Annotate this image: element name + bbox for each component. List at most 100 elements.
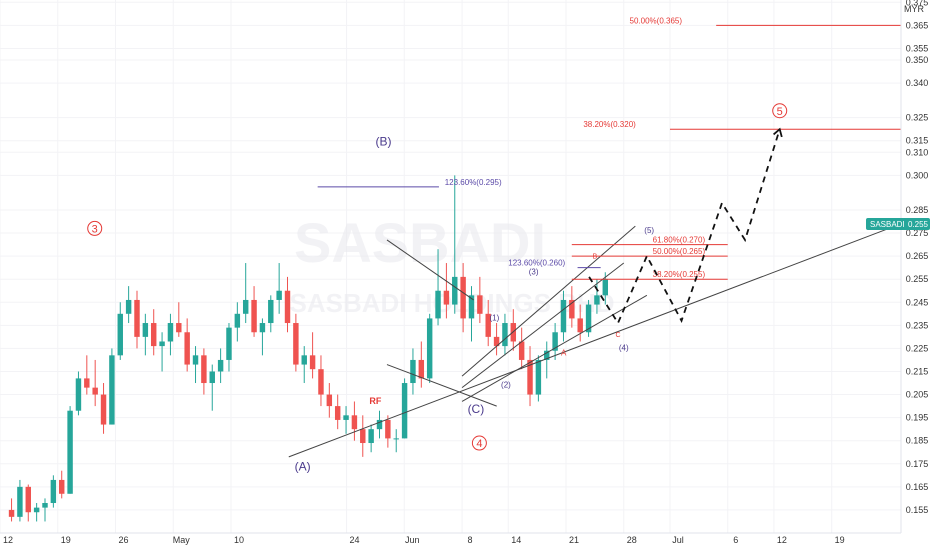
candle-body <box>125 299 132 314</box>
candle-body <box>544 350 550 360</box>
candle-body <box>251 299 257 333</box>
y-tick-label: 0.235 <box>906 320 929 330</box>
y-tick-label: 0.350 <box>906 55 929 65</box>
candle-body <box>485 313 491 337</box>
candle-body <box>33 507 40 513</box>
y-tick-label: 0.355 <box>906 43 929 53</box>
candle-body <box>569 299 575 319</box>
candle-body <box>201 355 207 384</box>
candle-body <box>59 479 65 494</box>
candle-body <box>234 313 241 328</box>
gridlines <box>0 0 901 533</box>
candle-body <box>594 295 600 305</box>
y-tick-label: 0.325 <box>906 113 929 123</box>
circled-wave-marker <box>772 103 788 119</box>
candle-body <box>393 438 399 440</box>
circled-wave-marker <box>87 220 103 236</box>
y-tick-label: 0.155 <box>906 505 929 515</box>
candle-body <box>527 359 533 395</box>
candle-body <box>242 299 249 314</box>
last-price-tag[interactable]: SASBADI 0.255 <box>866 218 930 230</box>
y-tick-label: 0.255 <box>906 274 929 284</box>
circled-wave-marker <box>471 435 487 451</box>
trend-lines <box>288 223 902 458</box>
wave-label: (C) <box>468 402 485 416</box>
wave-label: A <box>561 348 567 357</box>
x-tick-label: May <box>173 535 191 545</box>
fib-level-label: 38.20%(0.320) <box>583 120 636 129</box>
candle-body <box>493 336 500 347</box>
currency-label: MYR <box>904 4 925 14</box>
candle-body <box>376 419 383 430</box>
watermark-company: SASBADI HOLDINGS BHD <box>289 288 614 318</box>
candle-body <box>293 323 299 365</box>
y-tick-label: 0.265 <box>906 251 929 261</box>
x-tick-label: 6 <box>733 535 738 545</box>
candle-body <box>259 323 266 333</box>
wave-label: C <box>615 332 620 339</box>
y-tick-label: 0.195 <box>906 413 929 423</box>
y-tick-label: 0.365 <box>906 20 929 30</box>
y-tick-label: 0.310 <box>906 147 929 157</box>
candle-body <box>92 387 98 395</box>
y-tick-label: 0.375 <box>906 0 929 7</box>
candle-body <box>560 299 567 333</box>
candle-body <box>535 359 542 395</box>
wave-label: (4) <box>619 344 629 353</box>
wave-label: (A) <box>295 460 311 474</box>
candle-body <box>368 429 374 444</box>
y-tick-label: 0.175 <box>906 459 929 469</box>
watermark-symbol: SASBADI <box>294 211 546 274</box>
candle-body <box>67 410 73 494</box>
candle-body <box>75 378 82 411</box>
wave-label: (2) <box>501 381 511 390</box>
candle-body <box>401 383 408 439</box>
candle-body <box>318 369 324 395</box>
candle-body <box>410 359 416 384</box>
circled-wave-label: 4 <box>476 438 482 450</box>
fib-level-label: 61.80%(0.270) <box>653 236 706 245</box>
candle-body <box>192 355 199 365</box>
candle-body <box>268 299 274 324</box>
fib-levels: 50.00%(0.365) 38.20%(0.320) 123.60%(0.295)… <box>317 16 901 280</box>
candle-body <box>343 415 349 420</box>
last-price-value: 0.255 <box>908 220 929 229</box>
x-tick-label: Jul <box>672 535 684 545</box>
y-tick-label: 0.245 <box>906 297 929 307</box>
x-tick-label: 21 <box>569 535 579 545</box>
x-tick-label: 28 <box>627 535 637 545</box>
candle-body <box>518 341 525 360</box>
fib-level-label: 38.20%(0.255) <box>653 270 706 279</box>
candle-body <box>351 415 358 430</box>
candle-body <box>150 323 157 347</box>
x-tick-label: 26 <box>119 535 129 545</box>
watermark: SASBADI SASBADI HOLDINGS BHD <box>289 211 614 318</box>
y-tick-label: 0.300 <box>906 170 929 180</box>
wave-label: (1) <box>490 314 500 323</box>
trend-line <box>461 294 648 402</box>
y-tick-label: 0.340 <box>906 78 929 88</box>
x-axis: 12 19 26 May 10 24 Jun 8 14 21 28 Jul 6 12 19 <box>0 532 901 545</box>
trend-line <box>386 364 497 407</box>
candle-body <box>109 355 115 425</box>
candle-body <box>602 279 609 296</box>
y-tick-label: 0.275 <box>906 228 929 238</box>
wave-label: (5) <box>644 226 654 235</box>
y-tick-label: 0.215 <box>906 366 929 376</box>
trend-line <box>461 225 636 377</box>
last-price-box <box>866 218 930 230</box>
candle-body <box>284 290 291 324</box>
candle-body <box>50 479 57 504</box>
x-tick-label: 10 <box>234 535 244 545</box>
circled-wave-label: 5 <box>777 106 783 118</box>
candle-body <box>134 299 140 337</box>
candle-body <box>100 394 107 425</box>
candle-body <box>209 371 215 384</box>
candle-body <box>167 323 174 342</box>
x-tick-label: 12 <box>3 535 13 545</box>
candle-body <box>117 313 123 356</box>
candle-body <box>577 318 583 333</box>
last-price-symbol: SASBADI <box>870 220 905 229</box>
